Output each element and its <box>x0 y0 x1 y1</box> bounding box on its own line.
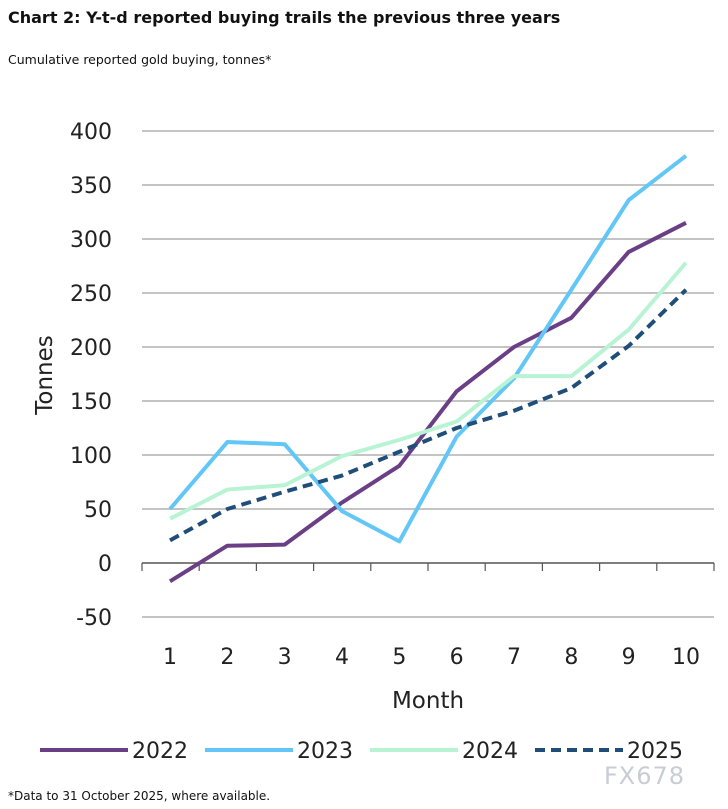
x-tick-label: 3 <box>278 645 292 670</box>
x-tick-label: 5 <box>392 645 406 670</box>
chart-subtitle: Cumulative reported gold buying, tonnes* <box>8 52 272 67</box>
series-line-2024 <box>169 261 688 521</box>
y-tick-label: 250 <box>70 282 112 307</box>
legend-label-2022: 2022 <box>132 739 188 764</box>
x-tick-label: 8 <box>564 645 578 670</box>
y-tick-label: -50 <box>76 606 112 631</box>
watermark-logo: FX678 <box>604 762 686 790</box>
x-tick-label: 10 <box>672 645 700 670</box>
y-tick-label: 0 <box>98 552 112 577</box>
series-line-2022 <box>168 221 687 584</box>
legend-label-2024: 2024 <box>462 739 518 764</box>
x-tick-label: 4 <box>335 645 349 670</box>
y-tick-label: 400 <box>70 120 112 145</box>
series-line-2023 <box>168 154 688 544</box>
legend-label-2025: 2025 <box>627 739 683 764</box>
footnote: *Data to 31 October 2025, where availabl… <box>8 789 271 803</box>
y-axis-title: Tonnes <box>32 335 58 416</box>
x-tick-label: 9 <box>622 645 636 670</box>
legend-label-2023: 2023 <box>297 739 353 764</box>
y-tick-label: 150 <box>70 390 112 415</box>
y-tick-label: 100 <box>70 444 112 469</box>
x-tick-label: 1 <box>163 645 177 670</box>
y-tick-label: 50 <box>84 498 112 523</box>
chart-title: Chart 2: Y-t-d reported buying trails th… <box>8 8 561 27</box>
x-tick-label: 6 <box>450 645 464 670</box>
x-axis-title: Month <box>392 688 464 714</box>
y-tick-label: 200 <box>70 336 112 361</box>
x-tick-label: 2 <box>220 645 234 670</box>
x-tick-label: 7 <box>507 645 521 670</box>
y-tick-label: 300 <box>70 228 112 253</box>
y-tick-label: 350 <box>70 174 112 199</box>
series-line-2025 <box>169 288 688 543</box>
